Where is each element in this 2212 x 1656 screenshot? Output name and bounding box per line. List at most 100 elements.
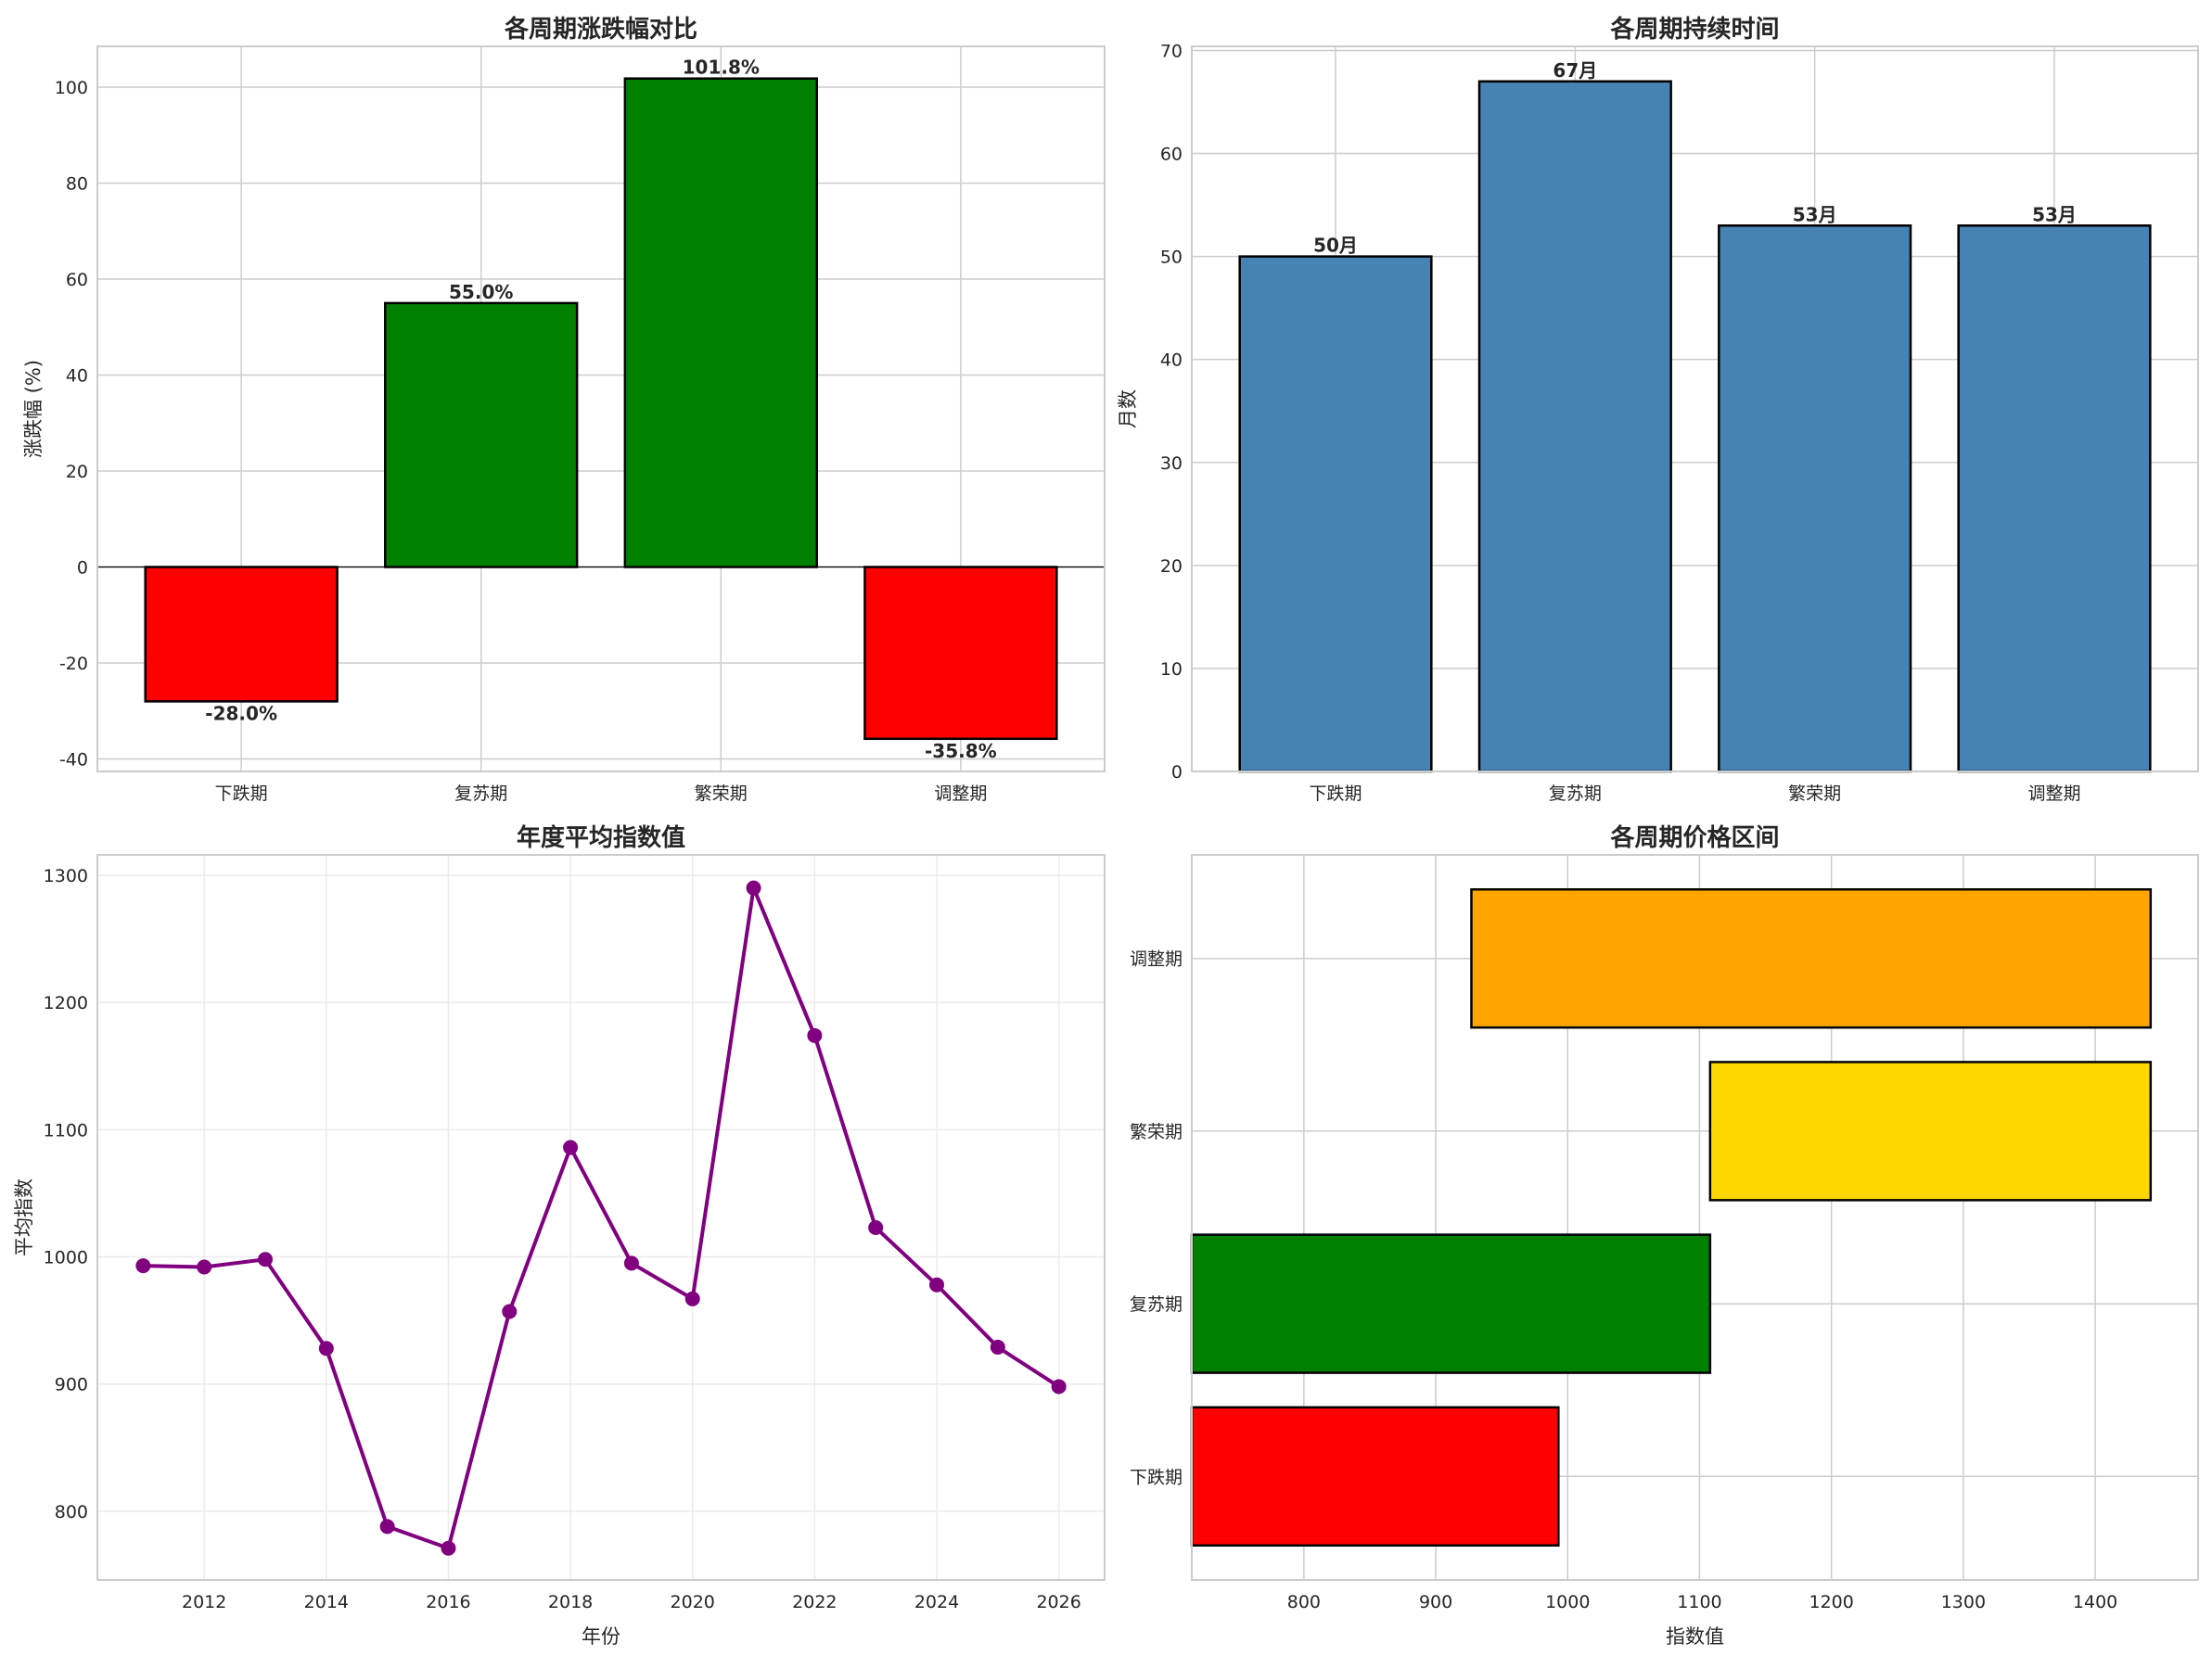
x-tick-label: 2012 bbox=[182, 1592, 226, 1612]
data-point bbox=[379, 1519, 395, 1535]
x-tick-label: 2026 bbox=[1036, 1592, 1080, 1612]
x-tick-label: 1100 bbox=[1677, 1592, 1721, 1612]
chart-title: 各周期涨跌幅对比 bbox=[504, 15, 697, 44]
axes-frame bbox=[96, 854, 1106, 1581]
bar bbox=[384, 301, 579, 568]
bar bbox=[1957, 224, 2152, 773]
range-bar bbox=[1190, 1233, 1712, 1374]
data-point bbox=[502, 1304, 518, 1319]
axes-frame bbox=[1191, 854, 2199, 1581]
bar bbox=[144, 566, 339, 703]
x-tick-label: 2018 bbox=[548, 1592, 593, 1612]
y-tick-label: 40 bbox=[66, 366, 88, 387]
x-tick-label: 1000 bbox=[1545, 1592, 1590, 1612]
y-tick-label: 1000 bbox=[44, 1248, 88, 1268]
x-axis-label: 指数值 bbox=[1666, 1625, 1724, 1648]
y-tick-label: -20 bbox=[59, 654, 88, 674]
category-label: 繁荣期 bbox=[695, 783, 748, 804]
data-point bbox=[807, 1027, 823, 1043]
y-axis-label: 平均指数 bbox=[13, 1178, 35, 1256]
data-point bbox=[623, 1255, 639, 1271]
x-tick-label: 1400 bbox=[2073, 1592, 2117, 1612]
data-point bbox=[746, 880, 761, 896]
data-point bbox=[1051, 1379, 1067, 1395]
category-label: 下跌期 bbox=[1309, 783, 1362, 804]
y-tick-label: -40 bbox=[59, 750, 88, 771]
x-tick-label: 2016 bbox=[426, 1592, 470, 1612]
chart-period-price-range: 800 900 1000 1100 1200 1300 1400 下跌期 复苏期 繁荣期 调整期 各周… bbox=[1130, 823, 2199, 1648]
category-label: 复苏期 bbox=[454, 783, 507, 804]
x-tick-label: 2022 bbox=[792, 1592, 837, 1612]
y-axis-label: 涨跌幅 (%) bbox=[22, 360, 45, 458]
data-point bbox=[258, 1252, 273, 1267]
chart-title: 各周期持续时间 bbox=[1609, 15, 1779, 44]
data-point bbox=[197, 1259, 212, 1275]
bar bbox=[863, 566, 1058, 741]
category-label: 下跌期 bbox=[1130, 1467, 1183, 1487]
y-tick-label: 800 bbox=[55, 1502, 88, 1522]
category-label: 调整期 bbox=[1130, 949, 1183, 970]
chart-period-duration: 0 10 20 30 40 50 60 70 下跌期 复苏期 繁荣期 调整期 50月 67月 53月 53月 各… bbox=[1117, 15, 2199, 804]
bar-value-label: 55.0% bbox=[449, 281, 513, 303]
range-bar bbox=[1708, 1061, 2153, 1202]
bar bbox=[1718, 224, 1912, 773]
category-label: 调整期 bbox=[2027, 783, 2080, 804]
bar-value-label: 50月 bbox=[1313, 235, 1358, 257]
x-axis-label: 年份 bbox=[582, 1625, 620, 1648]
range-bar bbox=[1470, 887, 2153, 1029]
bar-value-label: -35.8% bbox=[925, 740, 997, 762]
y-axis-label: 月数 bbox=[1117, 389, 1139, 428]
data-point bbox=[441, 1540, 456, 1556]
y-tick-label: 1300 bbox=[44, 866, 88, 886]
data-point bbox=[684, 1291, 700, 1306]
y-tick-label: 1200 bbox=[44, 993, 88, 1013]
chart-title: 各周期价格区间 bbox=[1609, 823, 1779, 852]
y-tick-label: 900 bbox=[55, 1375, 88, 1395]
x-tick-label: 2020 bbox=[671, 1592, 715, 1612]
chart-period-change: -40 -20 0 20 40 60 80 100 下跌期 复苏期 繁荣期 调整期 -28.0% 55.0… bbox=[22, 15, 1106, 804]
x-tick-label: 900 bbox=[1419, 1592, 1452, 1612]
y-tick-label: 40 bbox=[1160, 350, 1183, 371]
category-label: 调整期 bbox=[934, 783, 987, 804]
data-point bbox=[990, 1339, 1005, 1355]
bar-value-label: 53月 bbox=[2032, 203, 2077, 225]
data-point bbox=[135, 1258, 151, 1274]
x-tick-label: 2024 bbox=[914, 1592, 959, 1612]
chart-title: 年度平均指数值 bbox=[517, 823, 685, 852]
data-point bbox=[929, 1277, 944, 1293]
category-label: 复苏期 bbox=[1130, 1294, 1183, 1315]
y-tick-label: 10 bbox=[1160, 659, 1183, 680]
y-tick-label: 50 bbox=[1160, 248, 1183, 268]
category-label: 繁荣期 bbox=[1130, 1122, 1183, 1142]
category-label: 复苏期 bbox=[1549, 783, 1602, 804]
y-tick-label: 60 bbox=[66, 270, 88, 290]
y-tick-label: 80 bbox=[66, 173, 88, 194]
y-tick-label: 70 bbox=[1160, 41, 1183, 61]
axes-frame bbox=[96, 45, 1106, 772]
bar bbox=[1477, 80, 1672, 773]
series-line bbox=[143, 885, 1060, 1550]
bar-value-label: -28.0% bbox=[205, 702, 277, 724]
y-tick-label: 20 bbox=[66, 462, 88, 482]
bar-value-label: 67月 bbox=[1553, 59, 1597, 82]
data-point bbox=[563, 1140, 579, 1155]
y-tick-label: 20 bbox=[1160, 556, 1183, 577]
y-tick-label: 30 bbox=[1160, 453, 1183, 474]
category-label: 繁荣期 bbox=[1788, 783, 1841, 804]
x-tick-label: 800 bbox=[1287, 1592, 1321, 1612]
y-tick-label: 0 bbox=[77, 558, 88, 579]
x-tick-label: 1300 bbox=[1941, 1592, 1986, 1612]
y-tick-label: 60 bbox=[1160, 145, 1183, 165]
range-bar bbox=[1190, 1406, 1560, 1548]
y-tick-label: 0 bbox=[1171, 762, 1183, 783]
axes-frame bbox=[1191, 45, 2199, 772]
chart-annual-average-index: 800 900 1000 1100 1200 1300 2012 2014 2016 2018 20… bbox=[13, 823, 1106, 1648]
bar bbox=[623, 77, 818, 568]
data-point bbox=[318, 1341, 334, 1357]
bar bbox=[1238, 255, 1433, 773]
bar-value-label: 101.8% bbox=[683, 57, 760, 79]
data-point bbox=[868, 1219, 884, 1235]
bar-value-label: 53月 bbox=[1793, 203, 1837, 225]
category-label: 下跌期 bbox=[215, 783, 268, 804]
x-tick-label: 1200 bbox=[1809, 1592, 1853, 1612]
